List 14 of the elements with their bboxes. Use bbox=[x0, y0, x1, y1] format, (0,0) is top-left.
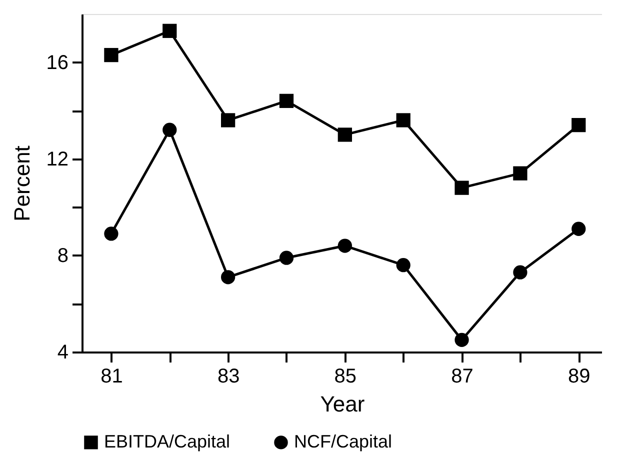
x-axis-title: Year bbox=[320, 392, 365, 416]
legend-label: EBITDA/Capital bbox=[104, 431, 230, 452]
y-tick-label: 12 bbox=[46, 148, 68, 170]
point bbox=[104, 48, 118, 62]
x-tick-label: 83 bbox=[217, 366, 240, 388]
y-tick-label: 16 bbox=[46, 52, 68, 74]
x-tick-label: 81 bbox=[100, 366, 123, 388]
y-tick-label: 8 bbox=[57, 244, 68, 267]
x-tick-label: 89 bbox=[568, 366, 590, 388]
legend-label: NCF/Capital bbox=[294, 431, 392, 452]
x-tick-label: 85 bbox=[334, 366, 357, 388]
y-axis-title: Percent bbox=[9, 146, 34, 222]
y-tick-label: 4 bbox=[57, 342, 68, 364]
x-tick-label: 87 bbox=[451, 366, 474, 388]
